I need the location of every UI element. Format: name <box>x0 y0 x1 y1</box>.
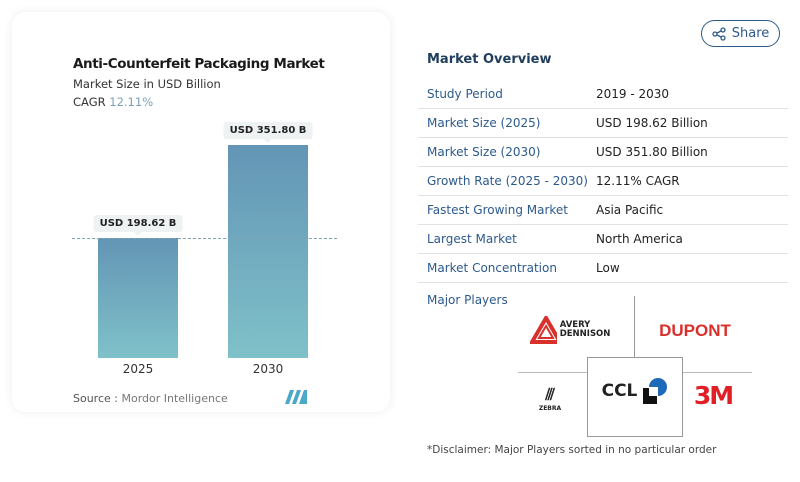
chart-title: Anti-Counterfeit Packaging Market <box>73 56 325 72</box>
logo-dupont: DUPONT <box>659 321 731 340</box>
chart-subtitle: Market Size in USD Billion <box>73 77 221 91</box>
overview-row: Largest Market North America <box>418 225 788 254</box>
overview-row: Study Period 2019 - 2030 <box>418 80 788 109</box>
data-label: USD 198.62 B <box>93 214 183 236</box>
zebra-text: ZEBRA <box>538 404 562 412</box>
reference-line <box>72 238 337 239</box>
row-value: North America <box>596 232 683 246</box>
major-players-label: Major Players <box>427 293 508 307</box>
overview-row: Market Size (2025) USD 198.62 Billion <box>418 109 788 138</box>
row-value: USD 198.62 Billion <box>596 116 708 130</box>
row-label: Fastest Growing Market <box>427 203 569 217</box>
x-tick-label: 2030 <box>252 362 284 376</box>
overview-row: Fastest Growing Market Asia Pacific <box>418 196 788 225</box>
source: Source : Mordor Intelligence <box>73 392 228 405</box>
avery-text: AVERY DENNISON <box>559 320 611 339</box>
chart-card <box>12 12 390 412</box>
bar-2030 <box>228 145 308 358</box>
logo-zebra: ⫻ ZEBRA <box>538 384 562 412</box>
cagr-value: 12.11% <box>109 95 154 109</box>
ccl-text: CCL <box>601 381 638 401</box>
row-label: Growth Rate (2025 - 2030) <box>427 174 588 188</box>
row-label: Market Concentration <box>427 261 557 275</box>
row-value: 12.11% CAGR <box>596 174 680 188</box>
disclaimer: *Disclaimer: Major Players sorted in no … <box>427 444 717 456</box>
chart-cagr: CAGR 12.11% <box>73 95 153 109</box>
mordor-logo-icon <box>285 390 307 404</box>
overview-row: Market Size (2030) USD 351.80 Billion <box>418 138 788 167</box>
source-label: Source : <box>73 392 118 405</box>
row-label: Study Period <box>427 87 503 101</box>
row-value: Low <box>596 261 620 275</box>
share-icon <box>712 26 726 41</box>
logo-avery-dennison: AVERY DENNISON <box>530 312 630 348</box>
logo-3m: 3M <box>693 380 734 410</box>
share-button[interactable]: Share <box>701 20 780 47</box>
bar-2025 <box>98 237 178 358</box>
row-value: 2019 - 2030 <box>596 87 670 101</box>
share-label: Share <box>731 26 770 41</box>
row-value: Asia Pacific <box>596 203 664 217</box>
data-label: USD 351.80 B <box>223 122 313 143</box>
overview-title: Market Overview <box>427 52 552 67</box>
overview-row: Market Concentration Low <box>418 254 788 283</box>
logo-ccl: CCL <box>595 372 675 410</box>
row-label: Market Size (2025) <box>427 116 541 130</box>
source-value: Mordor Intelligence <box>121 392 228 405</box>
cagr-label: CAGR <box>73 95 106 109</box>
row-label: Largest Market <box>427 232 517 246</box>
overview-row: Growth Rate (2025 - 2030) 12.11% CAGR <box>418 167 788 196</box>
row-label: Market Size (2030) <box>427 145 541 159</box>
x-tick-label: 2025 <box>122 362 154 376</box>
row-value: USD 351.80 Billion <box>596 145 708 159</box>
